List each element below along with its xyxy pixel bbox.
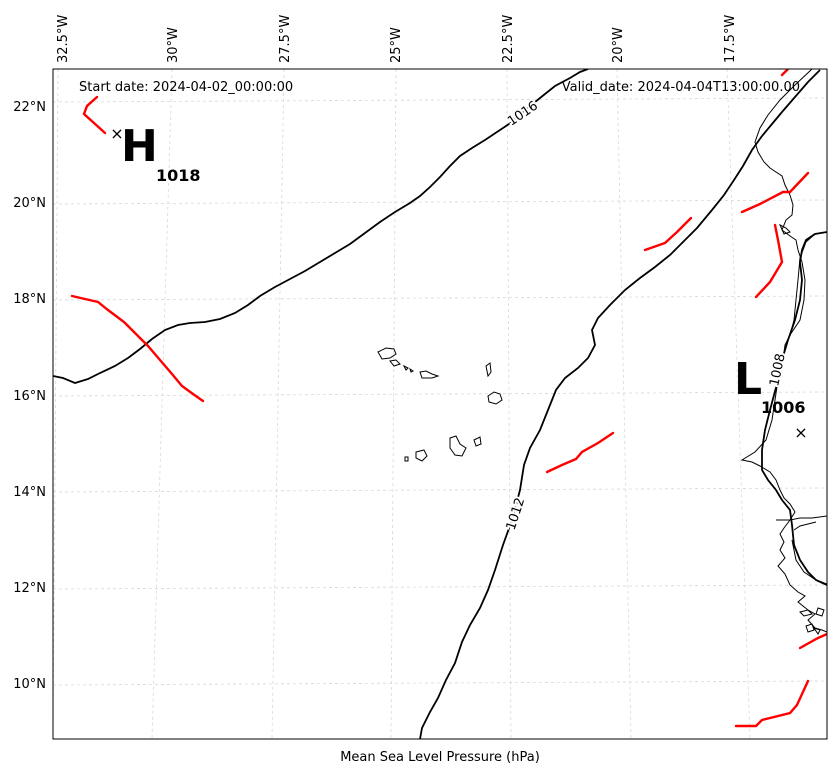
meridian-32-5w [53,69,59,739]
boa-vista-island [487,391,503,405]
meridian-30w [151,69,173,739]
sao-nicolau-island [419,370,440,379]
lon-label-32-5w: 32.5°W [56,15,71,63]
front-south [734,679,810,728]
front-ne-corner [780,69,790,77]
x-axis-label: Mean Sea Level Pressure (hPa) [340,750,540,765]
lon-label-20w: 20°W [611,27,626,63]
lon-label-25w: 25°W [389,27,404,63]
low-center-value: 1006 [761,398,806,417]
santiago-island [449,435,467,457]
low-pressure-center: × L 1006 [734,354,808,442]
coastlines [377,69,827,635]
front-nw-corner [82,95,107,135]
high-center-value: 1018 [156,166,201,185]
isobar-1016 [53,69,589,384]
gambia-outline [776,515,827,521]
contour-labels: 1016 1012 1008 [502,97,791,535]
sao-vicente-island [389,359,401,367]
lat-label-12n: 12°N [13,581,46,596]
coastal-islands [778,223,825,635]
contour-label-1008: 1008 [767,352,789,387]
longitude-labels: 32.5°W 30°W 27.5°W 25°W 22.5°W 20°W 17.5… [56,15,738,63]
map-frame [52,68,828,740]
parallel-10n [53,680,827,686]
lat-label-18n: 18°N [13,292,46,307]
valid-date-label: Valid_date: 2024-04-04T13:00:00.00 [562,80,800,95]
meridian-27-5w [271,69,285,739]
lon-label-17-5w: 17.5°W [723,15,738,63]
fronts [70,69,827,728]
low-center-marker: × [794,423,807,442]
isobars [53,69,827,739]
parallel-22n [53,97,827,103]
meridian-17-5w [726,69,751,739]
brava-island [404,456,409,462]
latitude-labels: 22°N 20°N 18°N 16°N 14°N 12°N 10°N [13,100,46,692]
high-pressure-center: × H 1018 [110,121,200,185]
front-central [545,431,615,474]
low-center-letter: L [734,354,762,405]
maio-island [473,436,482,447]
front-east-2 [740,171,810,214]
meridian-22-5w [506,69,512,739]
contour-label-1012: 1012 [504,496,528,532]
parallel-20n [53,199,827,205]
parallel-16n [53,391,827,397]
front-east-3 [754,223,784,299]
start-date-label: Start date: 2024-04-02_00:00:00 [79,80,293,95]
lon-label-27-5w: 27.5°W [278,15,293,63]
contour-label-1016: 1016 [505,99,541,130]
africa-coastline [740,69,827,633]
lat-label-22n: 22°N [13,100,46,115]
meridian-25w [390,69,397,739]
lon-label-22-5w: 22.5°W [501,15,516,63]
isobar-1008 [761,231,827,586]
front-west [70,294,205,403]
parallel-12n [53,584,827,590]
parallel-14n [53,487,827,493]
parallel-18n [53,295,827,301]
lat-label-10n: 10°N [13,677,46,692]
santo-antao-island [377,347,397,360]
high-center-marker: × [110,124,123,143]
santa-luzia-island [402,364,414,373]
graticule [53,69,827,739]
front-south-coast [798,632,827,650]
isobar-1012 [419,69,821,739]
lon-label-30w: 30°W [166,27,181,63]
fogo-island [415,449,428,462]
lat-label-14n: 14°N [13,485,46,500]
front-east-1 [643,216,693,252]
high-center-letter: H [121,121,158,172]
sal-island [485,362,492,378]
lat-label-16n: 16°N [13,389,46,404]
meridian-20w [616,69,632,739]
lat-label-20n: 20°N [13,196,46,211]
